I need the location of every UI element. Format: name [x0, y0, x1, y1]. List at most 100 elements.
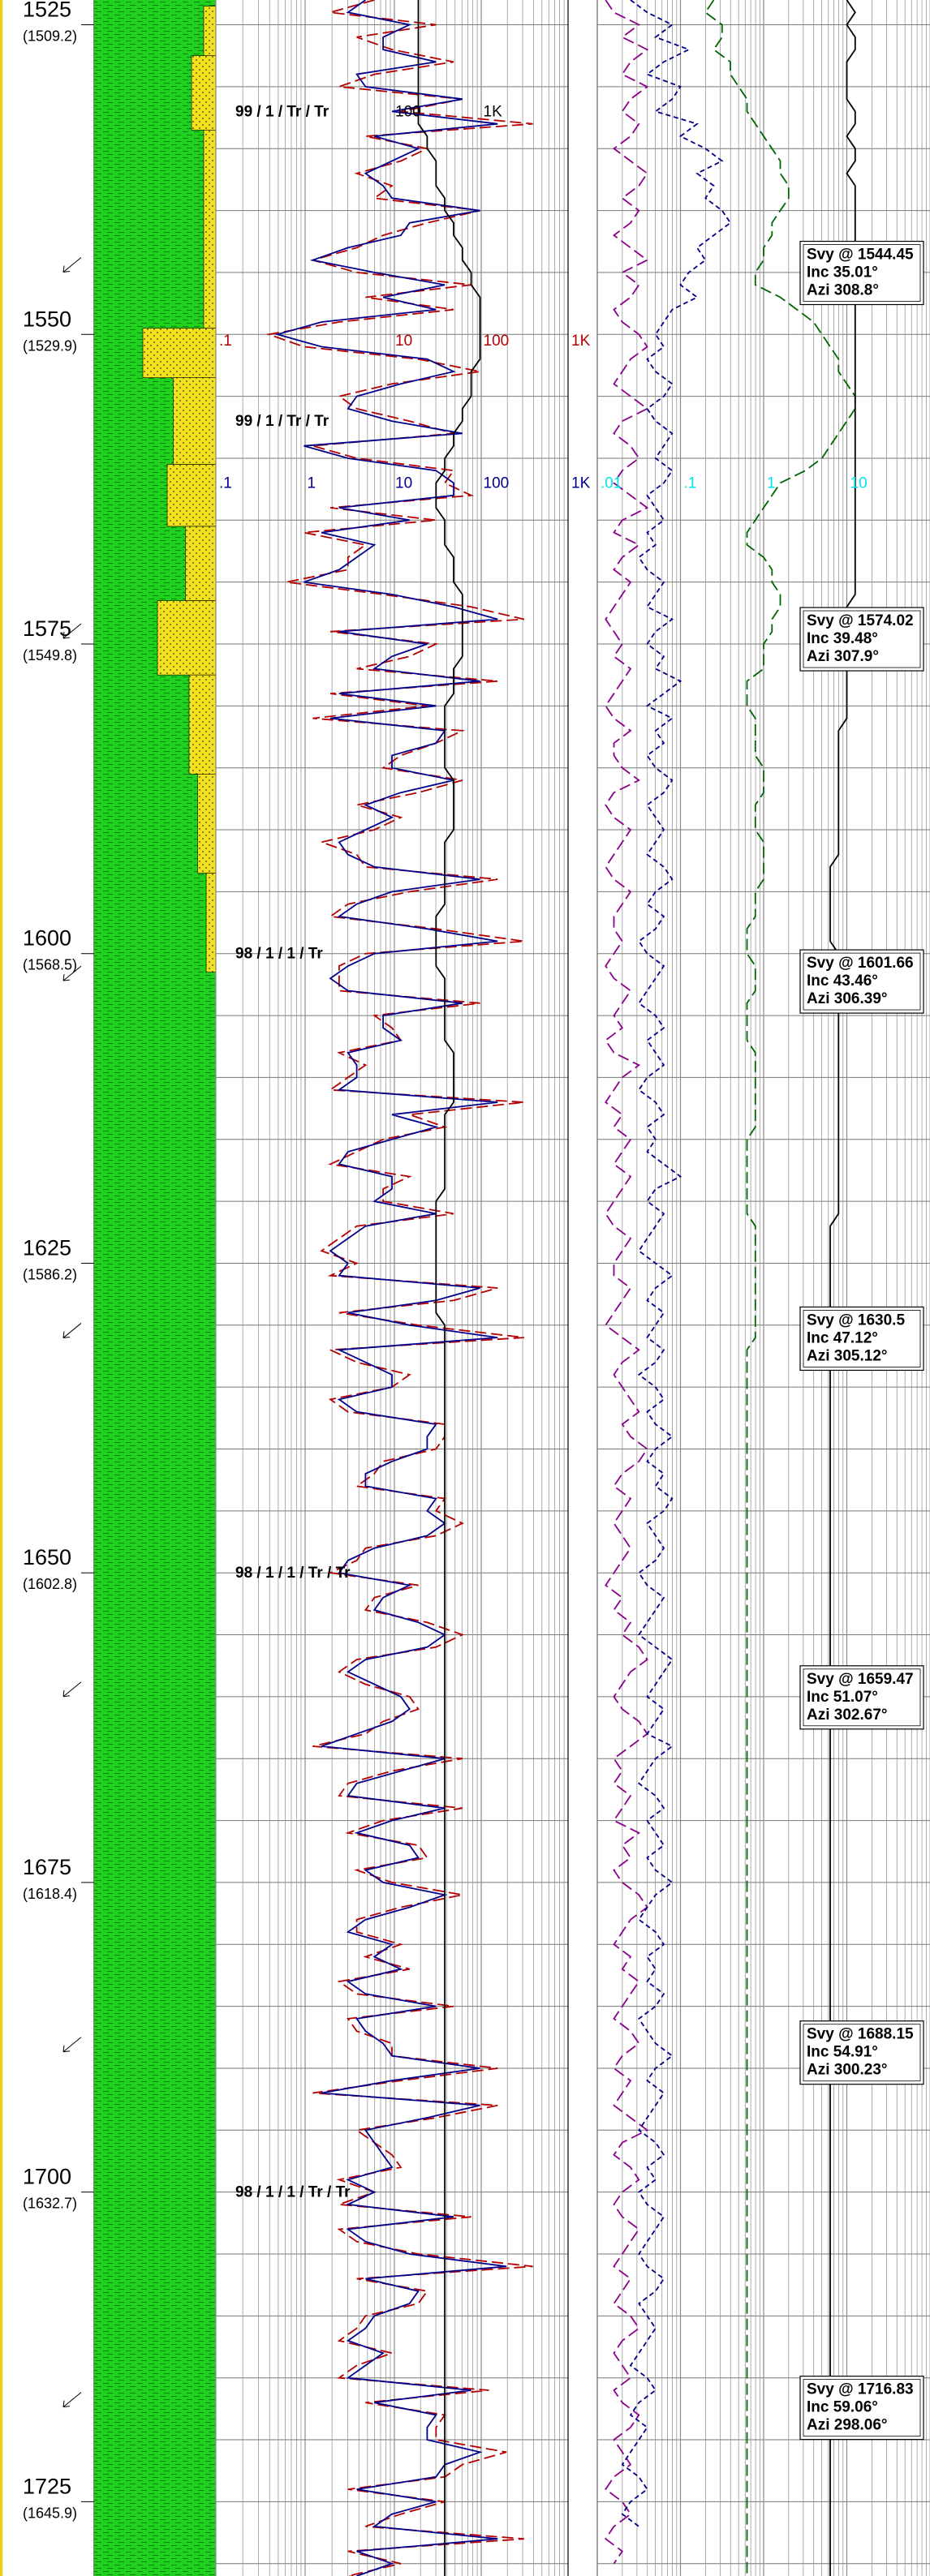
depth-marker: 1700 (1632.7) — [23, 2165, 94, 2212]
depth-marker: 1550 (1529.9) — [23, 307, 94, 354]
survey-azimuth: Azi 306.39° — [807, 990, 888, 1007]
depth-marker: 1725 (1645.9) — [23, 2474, 94, 2521]
survey-azimuth: Azi 298.06° — [807, 2417, 888, 2434]
trace-percent-label: 98 / 1 / 1 / Tr / Tr — [235, 1565, 351, 1582]
survey-box-inner — [803, 244, 921, 302]
trace-percent-label: 98 / 1 / 1 / Tr — [235, 946, 323, 963]
survey-arrow-icon — [62, 2392, 82, 2408]
depth-tvd-label: (1645.9) — [23, 2505, 77, 2521]
survey-box-inner — [803, 610, 921, 668]
survey-box-inner — [803, 1310, 921, 1367]
survey-azimuth: Azi 305.12° — [807, 1347, 888, 1364]
lithology-sand-interval — [142, 328, 217, 379]
depth-tvd-label: (1602.8) — [23, 1576, 77, 1592]
lithology-sand-interval — [197, 774, 217, 874]
survey-box-frame — [799, 607, 924, 672]
survey-box-inner — [803, 2379, 921, 2437]
survey-box-frame — [799, 1306, 924, 1372]
survey-arrow-icon — [62, 1323, 82, 1338]
survey-inclination: Inc 39.48° — [807, 630, 878, 647]
scale-label: .1 — [219, 475, 232, 492]
survey-inclination: Inc 35.01° — [807, 264, 878, 281]
lithology-sand-interval — [173, 377, 217, 465]
survey-inclination: Inc 47.12° — [807, 1329, 878, 1346]
survey-azimuth: Azi 308.8° — [807, 282, 879, 299]
survey-arrow-icon — [62, 965, 82, 981]
depth-tvd-label: (1509.2) — [23, 28, 77, 45]
survey-depth: Svy @ 1630.5 — [807, 1312, 905, 1329]
depth-marker: 1675 (1618.4) — [23, 1855, 94, 1902]
curve-series-1 — [274, 0, 507, 2576]
lithology-sand-interval — [157, 600, 217, 676]
curve-series-3 — [605, 0, 649, 2565]
depth-md-label: 1550 — [23, 307, 71, 331]
lithology-sand-interval — [188, 674, 217, 775]
survey-depth: Svy @ 1688.15 — [807, 2026, 914, 2043]
survey-box-inner — [803, 1668, 921, 1727]
survey-inclination: Inc 59.06° — [807, 2399, 878, 2416]
survey-depth: Svy @ 1716.83 — [807, 2381, 914, 2398]
survey-box-inner — [803, 2024, 921, 2082]
scale-label: 1K — [571, 333, 591, 350]
lithology-track — [94, 0, 217, 2576]
survey-depth: Svy @ 1601.66 — [807, 955, 914, 972]
scale-label: 10 — [395, 475, 412, 492]
depth-md-label: 1575 — [23, 616, 71, 641]
survey-azimuth: Azi 302.67° — [807, 1707, 888, 1724]
depth-md-label: 1600 — [23, 926, 71, 951]
survey-arrow-icon — [62, 1681, 82, 1698]
scale-label: 100 — [484, 333, 510, 350]
depth-tvd-label: (1529.9) — [23, 337, 77, 354]
scale-label: 10 — [395, 333, 412, 350]
survey-inclination: Inc 43.46° — [807, 972, 878, 990]
lithology-sand-interval — [205, 873, 217, 972]
survey-box-frame — [799, 2376, 924, 2441]
survey-arrow-icon — [62, 623, 82, 639]
survey-arrow-icon — [62, 257, 82, 273]
lithology-sand-interval — [185, 526, 217, 601]
depth-marker: 1625 (1586.2) — [23, 1235, 94, 1282]
scale-label: 100 — [484, 475, 510, 492]
depth-marker: 1650 (1602.8) — [23, 1545, 94, 1592]
depth-tvd-label: (1632.7) — [23, 2196, 77, 2212]
curve-series-4 — [621, 0, 732, 2527]
survey-depth: Svy @ 1574.02 — [807, 612, 914, 629]
lithology-sand-interval — [166, 464, 217, 527]
curve-series-2 — [417, 0, 481, 2576]
survey-box-frame — [799, 1665, 924, 1730]
lithology-sand-interval — [203, 6, 217, 57]
depth-tvd-label: (1568.5) — [23, 957, 77, 973]
depth-md-label: 1525 — [23, 0, 71, 22]
log-curves — [265, 0, 856, 2576]
survey-depth: Svy @ 1544.45 — [807, 247, 914, 264]
scale-label: 1K — [484, 103, 503, 120]
depth-md-label: 1650 — [23, 1545, 71, 1569]
scale-label: 1 — [767, 475, 776, 492]
survey-box-inner — [803, 952, 921, 1011]
depth-tvd-label: (1549.8) — [23, 647, 77, 663]
scale-label: .1 — [684, 475, 697, 492]
trace-percent-label: 98 / 1 / 1 / Tr / Tr — [235, 2184, 351, 2201]
scale-label: .01 — [601, 475, 622, 492]
survey-azimuth: Azi 300.23° — [807, 2062, 888, 2079]
lithology-sand-interval — [203, 130, 217, 328]
depth-md-label: 1625 — [23, 1235, 71, 1260]
survey-box-frame — [799, 2020, 924, 2085]
survey-inclination: Inc 54.91° — [807, 2044, 878, 2061]
depth-tvd-label: (1586.2) — [23, 1266, 77, 1282]
survey-inclination: Inc 51.07° — [807, 1689, 878, 1706]
depth-track: 1525 (1509.2) 1550 (1529.9) 1575 (1549.8) 1600… — [0, 0, 95, 2576]
lithology-sand-interval — [191, 55, 217, 131]
depth-marker: 1525 (1509.2) — [23, 0, 94, 45]
scale-label: 1 — [308, 475, 316, 492]
depth-md-label: 1675 — [23, 1855, 71, 1879]
depth-md-label: 1725 — [23, 2474, 71, 2498]
survey-box-frame — [799, 240, 924, 306]
survey-azimuth: Azi 307.9° — [807, 648, 879, 665]
log-annotations: 99 / 1 / Tr / Tr 99 / 1 / Tr / Tr 98 / 1 /… — [219, 103, 924, 2441]
